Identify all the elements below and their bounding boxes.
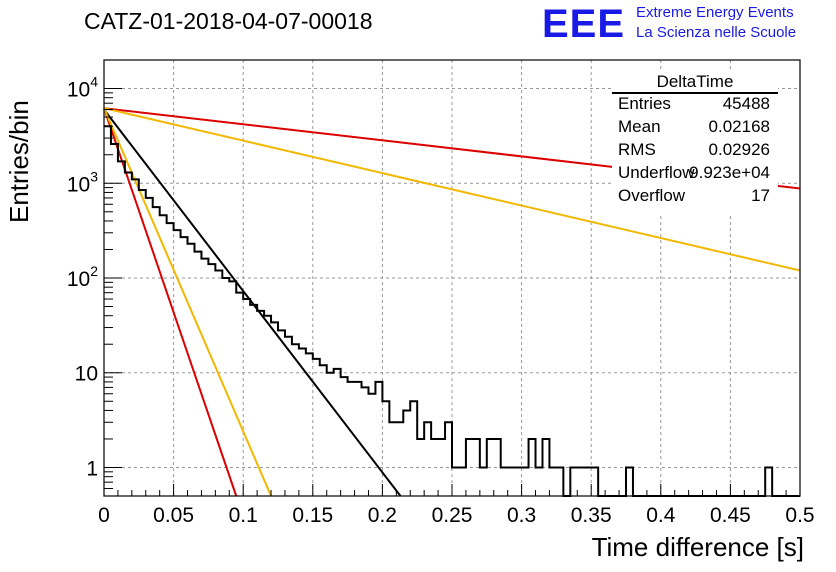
stats-key: Mean	[618, 117, 661, 136]
stats-row-rms: RMS 0.02926	[618, 140, 770, 162]
stats-box: DeltaTime Entries 45488 Mean 0.02168 RMS…	[612, 70, 778, 216]
stats-key: Entries	[618, 94, 671, 113]
x-tick-label: 0.35	[571, 504, 612, 527]
stats-row-mean: Mean 0.02168	[618, 117, 770, 139]
stats-row-overflow: Overflow 17	[618, 186, 770, 208]
stats-title: DeltaTime	[612, 72, 778, 94]
stats-value: 0.02168	[708, 117, 770, 136]
x-tick-label: 0.45	[710, 504, 751, 527]
stats-key: Overflow	[618, 186, 686, 205]
stats-value: 9.923e+04	[689, 163, 770, 182]
x-tick-label: 0	[98, 504, 110, 527]
y-tick-label: 104	[67, 74, 98, 102]
x-tick-label: 0.5	[785, 504, 814, 527]
stats-row-underflow: Underflow 9.923e+04	[618, 163, 770, 185]
eee-logo: EEE	[542, 2, 626, 46]
stats-value: 17	[751, 186, 770, 205]
x-axis-label: Time difference [s]	[591, 532, 804, 562]
y-axis-label: Entries/bin	[4, 100, 34, 223]
x-tick-label: 0.4	[646, 504, 676, 527]
stats-key: RMS	[618, 140, 656, 159]
x-tick-label: 0.15	[292, 504, 333, 527]
y-tick-label: 1	[86, 457, 98, 480]
stats-value: 0.02926	[708, 140, 770, 159]
x-tick-label: 0.3	[507, 504, 536, 527]
fit-curve	[103, 107, 801, 272]
stats-key: Underflow	[618, 163, 695, 182]
x-tick-label: 0.1	[229, 504, 258, 527]
x-tick-label: 0.2	[368, 504, 397, 527]
fit-curve	[103, 107, 272, 497]
logo-line-1: Extreme Energy Events	[636, 4, 794, 21]
fit-curve	[103, 108, 402, 497]
y-tick-label: 10	[75, 363, 98, 386]
x-tick-label: 0.25	[432, 504, 473, 527]
fit-curve	[103, 107, 238, 497]
histogram-deltatime	[104, 125, 800, 497]
stats-value: 45488	[722, 94, 770, 113]
stats-row-entries: Entries 45488	[618, 94, 770, 116]
logo-line-2: La Scienza nelle Scuole	[636, 24, 797, 41]
y-tick-label: 103	[67, 168, 98, 196]
chart-title: CATZ-01-2018-04-07-00018	[84, 8, 373, 34]
y-tick-label: 102	[67, 263, 98, 291]
x-tick-label: 0.05	[153, 504, 194, 527]
